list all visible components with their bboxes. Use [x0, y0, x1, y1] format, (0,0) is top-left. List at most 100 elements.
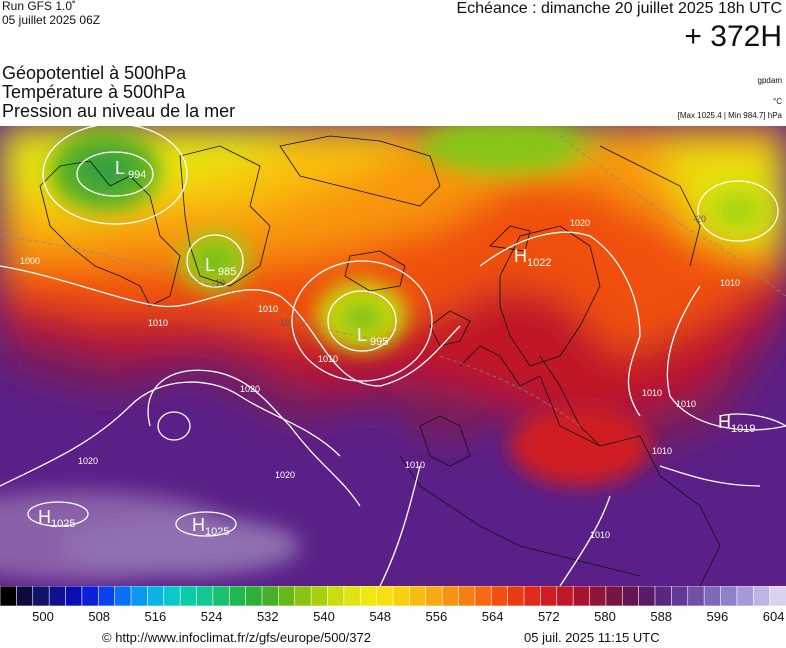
unit-gpdam: gpdam — [757, 76, 782, 85]
svg-text:1020: 1020 — [78, 456, 98, 466]
colorbar-tick-label: 540 — [313, 609, 335, 624]
svg-text:L: L — [205, 255, 215, 275]
colorbar-swatch — [32, 586, 50, 606]
colorbar-swatch — [736, 586, 755, 606]
colorbar-swatch — [278, 586, 296, 606]
colorbar-tick-label: 516 — [144, 609, 167, 624]
isobar-layer — [0, 126, 786, 586]
svg-text:1000: 1000 — [20, 256, 40, 266]
high-center-4: H 1025 — [192, 515, 229, 538]
svg-text:995: 995 — [370, 336, 388, 348]
coastline-layer — [39, 135, 721, 586]
high-center-3: H 1025 — [38, 507, 75, 530]
colorbar-swatch — [490, 586, 509, 606]
colorbar-tick-label: 604 — [762, 609, 785, 624]
colorbar-swatch — [621, 586, 640, 606]
colorbar-tick-label: 588 — [650, 609, 673, 624]
colorbar-swatch — [556, 586, 574, 606]
svg-text:-10: -10 — [212, 278, 225, 288]
colorbar-swatch — [343, 586, 362, 606]
svg-text:1022: 1022 — [527, 257, 551, 269]
svg-text:L: L — [357, 325, 367, 345]
colorbar-tick-label: 548 — [369, 609, 392, 624]
high-center-1: H 1022 — [514, 246, 551, 269]
svg-text:985: 985 — [218, 266, 236, 278]
parameter-geopotential: Géopotentiel à 500hPa — [2, 63, 187, 83]
unit-celsius: °C — [773, 97, 782, 106]
low-center-3: L 995 — [357, 325, 388, 348]
colorbar-tick-label: 500 — [32, 609, 54, 624]
colorbar-swatch — [752, 586, 771, 606]
colorbar-swatch — [605, 586, 624, 606]
colorbar-swatch — [147, 586, 165, 606]
temperature-labels: -10 -10 -20 — [212, 214, 706, 328]
isotherm-layer — [0, 135, 786, 427]
svg-text:1019: 1019 — [731, 423, 755, 435]
colorbar-swatch — [228, 586, 247, 606]
svg-text:1025: 1025 — [205, 526, 229, 538]
colorbar-tick-label: 580 — [594, 609, 616, 624]
svg-text:-20: -20 — [693, 214, 706, 224]
svg-text:1025: 1025 — [51, 518, 75, 530]
isobar-labels: 1000 1010 1010 1020 1020 1010 1020 1010 … — [20, 218, 740, 540]
lead-time: + 372H — [684, 20, 782, 53]
colorbar-swatch — [97, 586, 116, 606]
colorbar-swatch — [474, 586, 493, 606]
colorbar-swatch — [130, 586, 149, 606]
colorbar-swatch — [458, 586, 476, 606]
colorbar-swatch — [720, 586, 738, 606]
run-date: 05 juillet 2025 06Z — [2, 13, 101, 27]
svg-text:H: H — [718, 412, 731, 432]
colorbar-swatch — [572, 586, 591, 606]
colorbar-swatch — [507, 586, 525, 606]
colorbar-tick-label: 572 — [537, 609, 560, 624]
run-label: Run GFS 1.0˚ — [2, 0, 77, 13]
colorbar-swatch — [589, 586, 607, 606]
colorbar-swatch — [703, 586, 722, 606]
colorbar-swatch — [81, 586, 100, 606]
colorbar-swatch — [769, 586, 786, 606]
svg-text:1010: 1010 — [258, 304, 278, 314]
colorbar-swatch — [0, 586, 18, 606]
colorbar-swatch — [16, 586, 34, 606]
colorbar-tick-label: 532 — [256, 609, 279, 624]
svg-text:1010: 1010 — [590, 530, 610, 540]
colorbar-swatch — [409, 586, 427, 606]
low-value: 994 — [128, 169, 146, 181]
colorbar-tick-label: 508 — [88, 609, 111, 624]
svg-text:1010: 1010 — [405, 460, 425, 470]
colorbar-swatch — [310, 586, 329, 606]
colorbar-swatch — [196, 586, 214, 606]
colorbar-swatch — [179, 586, 198, 606]
colorbar-swatch — [671, 586, 689, 606]
colorbar-swatch — [114, 586, 132, 606]
colorbar-swatch — [687, 586, 705, 606]
colorbar-swatch — [376, 586, 394, 606]
colorbar-swatch — [638, 586, 656, 606]
svg-text:1020: 1020 — [240, 384, 260, 394]
svg-text:1010: 1010 — [318, 354, 338, 364]
svg-text:1010: 1010 — [676, 399, 696, 409]
colorbar-swatch — [261, 586, 280, 606]
footer-date: 05 juil. 2025 11:15 UTC — [524, 630, 660, 645]
svg-text:H: H — [192, 515, 205, 535]
svg-text:-10: -10 — [277, 318, 290, 328]
valid-time: Echéance : dimanche 20 juillet 2025 18h … — [456, 0, 782, 17]
low-center-1: L 994 — [115, 158, 146, 181]
low-marker: L — [115, 158, 125, 178]
pressure-centers: L 994 L 985 L 995 H 1022 H 1019 H 1025 H… — [38, 158, 755, 538]
colorbar-swatch — [654, 586, 673, 606]
svg-text:H: H — [38, 507, 51, 527]
colorbar-swatch — [245, 586, 263, 606]
svg-text:1010: 1010 — [652, 446, 672, 456]
colorbar-swatch — [425, 586, 443, 606]
colorbar-tick-label: 556 — [425, 609, 448, 624]
geopotential-field — [0, 126, 786, 586]
svg-text:H: H — [514, 246, 527, 266]
colorbar-tick-label: 596 — [706, 609, 729, 624]
high-center-2: H 1019 — [718, 412, 755, 435]
colorbar-swatch — [327, 586, 345, 606]
colorbar-swatch — [48, 586, 67, 606]
colorbar-swatch — [540, 586, 558, 606]
colorbar-swatch — [392, 586, 411, 606]
